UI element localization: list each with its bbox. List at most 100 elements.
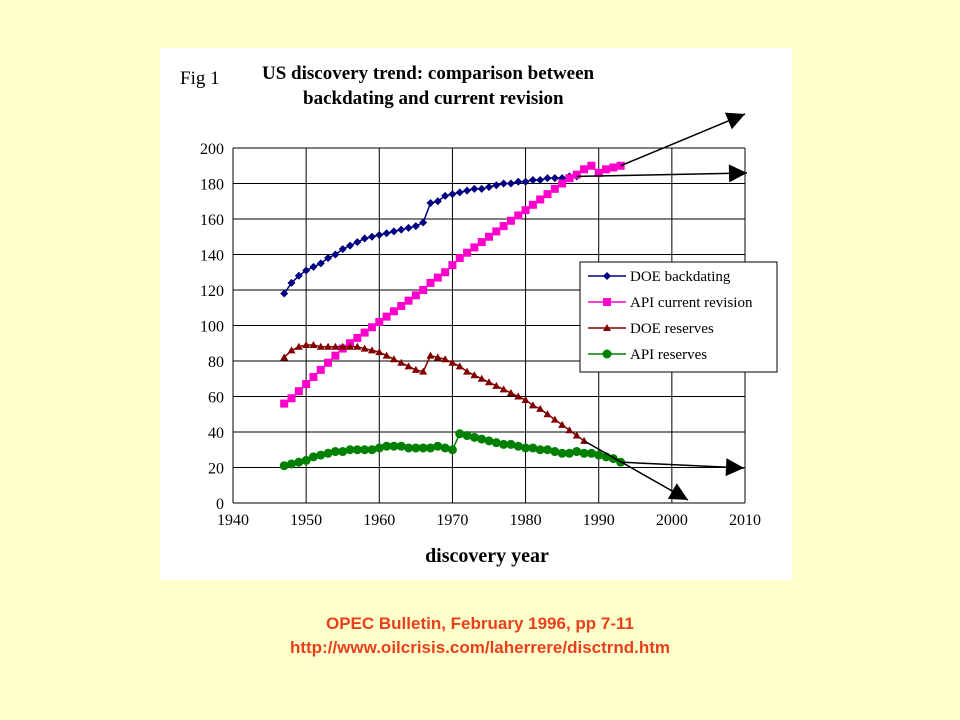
data-point xyxy=(433,273,442,282)
data-point xyxy=(324,358,333,367)
data-point xyxy=(463,248,472,257)
data-point xyxy=(279,461,289,471)
data-point xyxy=(477,374,486,382)
x-tick-label: 2000 xyxy=(656,512,688,529)
data-point xyxy=(441,355,450,363)
data-point xyxy=(579,448,589,458)
caption-url: http://www.oilcrisis.com/laherrere/disct… xyxy=(289,638,671,657)
data-point xyxy=(294,387,303,396)
data-point xyxy=(338,342,347,350)
data-point xyxy=(558,179,567,188)
data-point xyxy=(455,429,465,439)
data-point xyxy=(338,447,348,457)
data-point xyxy=(528,401,537,409)
data-point xyxy=(419,218,428,227)
data-point xyxy=(382,229,391,238)
data-point xyxy=(389,307,398,316)
x-tick-label: 1950 xyxy=(290,512,322,529)
data-point xyxy=(324,342,333,350)
x-tick-label: 1940 xyxy=(217,512,249,529)
data-point xyxy=(389,227,398,236)
data-point xyxy=(280,289,289,298)
legend-marker xyxy=(603,324,611,331)
data-point xyxy=(418,443,428,453)
data-point xyxy=(514,392,523,400)
data-point xyxy=(331,351,340,360)
data-point xyxy=(324,254,333,263)
data-point xyxy=(346,241,355,250)
data-point xyxy=(433,441,443,451)
arrow-doe-reserves-shaft xyxy=(583,440,689,501)
data-point xyxy=(404,296,413,305)
data-point xyxy=(572,431,581,439)
data-point xyxy=(506,216,515,225)
data-point xyxy=(514,177,523,186)
data-point xyxy=(367,445,377,455)
data-point xyxy=(302,341,311,349)
data-point xyxy=(609,163,618,172)
legend-marker xyxy=(603,298,611,306)
data-point xyxy=(448,261,457,270)
legend-label: DOE reserves xyxy=(630,321,714,337)
data-point xyxy=(345,445,355,455)
data-point xyxy=(463,186,472,195)
x-tick-label: 1980 xyxy=(510,512,542,529)
legend-label: API reserves xyxy=(630,347,707,363)
legend-label: DOE backdating xyxy=(630,269,731,285)
data-point xyxy=(477,238,486,247)
data-point xyxy=(294,271,303,280)
data-point xyxy=(506,388,515,396)
data-point xyxy=(433,353,442,361)
data-point xyxy=(550,415,559,423)
data-point xyxy=(550,447,560,457)
data-point xyxy=(331,342,340,350)
data-point xyxy=(470,243,479,252)
data-point xyxy=(308,452,318,462)
data-point xyxy=(396,441,406,451)
data-point xyxy=(543,190,552,199)
data-point xyxy=(455,188,464,197)
data-point xyxy=(514,211,523,220)
data-point xyxy=(375,348,384,356)
arrow-api-revision-shaft xyxy=(620,113,746,167)
data-point xyxy=(455,254,464,263)
data-point xyxy=(447,445,457,455)
x-tick-label: 1970 xyxy=(436,512,468,529)
legend-marker xyxy=(603,272,611,280)
data-point xyxy=(411,365,420,373)
data-point xyxy=(469,432,479,442)
data-point xyxy=(492,227,501,236)
series-layer xyxy=(279,161,626,471)
data-point xyxy=(302,266,311,275)
data-point xyxy=(521,206,530,215)
caption-source: OPEC Bulletin, February 1996, pp 7-11 xyxy=(326,614,634,633)
caption: OPEC Bulletin, February 1996, pp 7-11 ht… xyxy=(0,612,960,660)
arrow-api-revision-head xyxy=(724,112,745,130)
series-line xyxy=(283,175,577,294)
data-point xyxy=(294,457,304,467)
data-point xyxy=(463,367,472,375)
legend-marker xyxy=(602,349,612,359)
chart-subtitle: backdating and current revision xyxy=(303,88,564,109)
data-point xyxy=(309,372,318,381)
data-point xyxy=(353,342,362,350)
data-point xyxy=(448,190,457,199)
data-point xyxy=(302,380,311,389)
data-point xyxy=(506,439,516,449)
data-point xyxy=(565,174,574,183)
data-point xyxy=(587,161,596,170)
series-1 xyxy=(280,172,581,298)
data-point xyxy=(419,367,428,375)
data-point xyxy=(382,351,391,359)
y-tick-label: 0 xyxy=(216,496,224,513)
data-point xyxy=(499,222,508,231)
data-point xyxy=(287,394,296,403)
data-point xyxy=(316,365,325,374)
data-point xyxy=(557,448,567,458)
legend-label: API current revision xyxy=(630,295,753,311)
data-point xyxy=(316,259,325,268)
data-point xyxy=(535,445,545,455)
data-point xyxy=(521,396,530,404)
y-tick-label: 100 xyxy=(200,319,224,336)
data-point xyxy=(330,447,340,457)
